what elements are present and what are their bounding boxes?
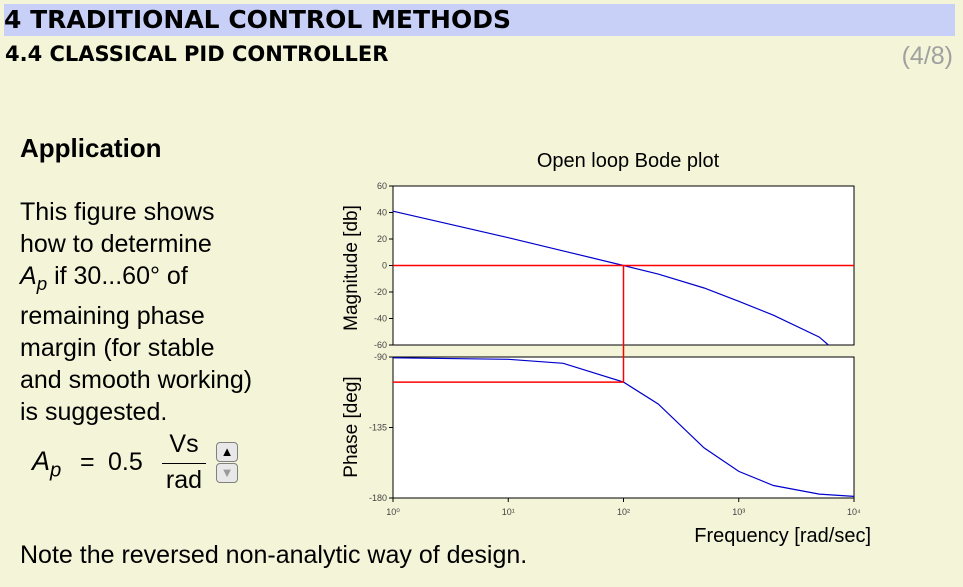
description-text: This figure shows how to determine Ap if… <box>20 196 290 428</box>
phase-ytick-label: -180 <box>369 493 387 503</box>
magnitude-ytick-label: -40 <box>374 314 387 324</box>
x-tick-label: 10⁴ <box>847 507 861 517</box>
x-tick-label: 10² <box>617 507 630 517</box>
description-line: Ap if 30...60° of <box>20 262 188 294</box>
section-title: 4.4 CLASSICAL PID CONTROLLER <box>5 42 389 66</box>
ap-symbol: Ap <box>20 262 48 294</box>
unit-numerator: Vs <box>169 430 199 458</box>
description-line: remaining phase <box>20 302 205 330</box>
magnitude-ytick-label: -60 <box>374 340 387 350</box>
description-line: is suggested. <box>20 398 168 426</box>
magnitude-ylabel: Magnitude [db] <box>341 205 362 331</box>
phase-ytick-label: -135 <box>369 423 387 433</box>
unit-fraction: Vs rad <box>162 430 206 495</box>
chapter-title: 4 TRADITIONAL CONTROL METHODS <box>4 5 511 34</box>
bode-plot: Open loop Bode plot Magnitude [db] Phase… <box>341 150 871 547</box>
magnitude-ytick-label: 40 <box>377 208 387 218</box>
x-axis-label: Frequency [rad/sec] <box>694 525 871 547</box>
increment-button[interactable]: ▲ <box>216 442 238 462</box>
phase-ytick-label: -90 <box>374 352 387 362</box>
ap-spinner[interactable]: ▲ ▼ <box>216 442 238 483</box>
ap-value: 0.5 <box>108 448 143 476</box>
description-line: how to determine <box>20 230 212 258</box>
triangle-down-icon: ▼ <box>220 465 234 480</box>
design-note: Note the reversed non-analytic way of de… <box>20 541 528 569</box>
magnitude-ytick-label: 0 <box>382 261 387 271</box>
phase-series-line <box>392 357 855 497</box>
magnitude-series-line <box>392 210 829 346</box>
formula-variable: Ap <box>32 446 62 482</box>
formula-equals: = <box>80 448 95 476</box>
page-counter: (4/8) <box>901 42 953 70</box>
phase-ylabel: Phase [deg] <box>341 376 362 477</box>
triangle-up-icon: ▲ <box>220 444 234 459</box>
magnitude-ytick-label: -20 <box>374 287 387 297</box>
ap-formula: Ap = 0.5 Vs rad ▲ ▼ <box>32 430 252 500</box>
description-line: This figure shows <box>20 198 215 226</box>
x-tick-label: 10¹ <box>502 507 515 517</box>
fraction-bar <box>162 463 206 464</box>
x-tick-label: 10⁰ <box>386 507 400 517</box>
description-line: and smooth working) <box>20 366 253 394</box>
unit-denominator: rad <box>165 466 203 494</box>
title-bar <box>4 4 955 36</box>
x-tick-label: 10³ <box>732 507 745 517</box>
description-line: margin (for stable <box>20 334 215 362</box>
chart-title: Open loop Bode plot <box>537 150 720 172</box>
decrement-button[interactable]: ▼ <box>216 463 238 483</box>
magnitude-ytick-label: 60 <box>377 181 387 191</box>
magnitude-ytick-label: 20 <box>377 234 387 244</box>
application-heading: Application <box>20 133 162 163</box>
